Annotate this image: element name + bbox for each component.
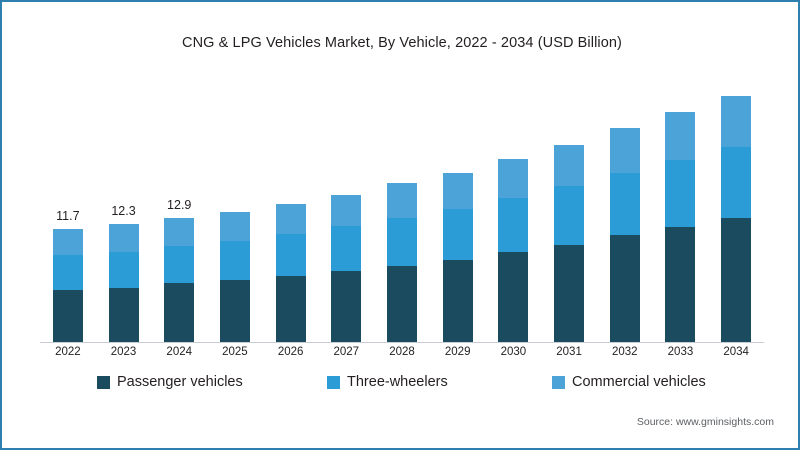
bar-segment[interactable]	[275, 234, 306, 276]
x-tick-label: 2031	[556, 346, 582, 358]
source-note: Source: www.gminsights.com	[636, 416, 774, 428]
bar-segment[interactable]	[108, 251, 139, 289]
bar-segment[interactable]	[442, 172, 473, 210]
bar-segment[interactable]	[609, 172, 640, 236]
bar-group[interactable]	[609, 128, 640, 342]
bar-segment[interactable]	[52, 290, 83, 342]
bar-segment[interactable]	[498, 252, 529, 342]
x-tick-label: 2033	[667, 346, 694, 358]
x-tick-label: 2026	[277, 346, 304, 358]
x-tick-label: 2023	[110, 346, 137, 358]
bar-group[interactable]	[387, 183, 417, 342]
bar-segment[interactable]	[52, 255, 83, 290]
bar-segment[interactable]	[387, 217, 417, 266]
legend-label: Passenger vehicles	[117, 374, 243, 390]
x-axis-tick-labels: 2022 2023 2024 2025 2026 2027 2028 2029 2030 2031…	[40, 346, 764, 366]
legend-label: Three-wheelers	[347, 374, 448, 390]
bar-group[interactable]	[665, 111, 696, 342]
chart-legend: Passenger vehicles Three-wheelers Commerci…	[62, 374, 752, 398]
chart-title: CNG & LPG Vehicles Market, By Vehicle, 2…	[182, 35, 622, 51]
bar-segment[interactable]	[219, 212, 250, 241]
bar-group[interactable]	[275, 204, 306, 342]
bar-segment[interactable]	[164, 283, 195, 342]
x-tick-label: 2030	[500, 346, 527, 358]
bar-value-label: 12.3	[111, 203, 136, 218]
bar-group[interactable]	[331, 194, 362, 342]
x-tick-label: 2027	[333, 346, 360, 358]
bar-segment[interactable]	[387, 265, 417, 342]
bar-segment[interactable]	[164, 245, 195, 284]
bar-segment[interactable]	[164, 217, 195, 246]
x-axis-line	[40, 342, 764, 343]
x-tick-label: 2022	[55, 346, 81, 358]
bar-segment[interactable]	[554, 186, 585, 245]
bar-segment[interactable]	[665, 111, 696, 161]
bar-segment[interactable]	[554, 144, 585, 187]
bar-group[interactable]	[219, 212, 250, 342]
bar-segment[interactable]	[52, 229, 83, 256]
bar-segment[interactable]	[387, 183, 417, 218]
bar-segment[interactable]	[665, 227, 696, 342]
bar-segment[interactable]	[721, 146, 752, 218]
bar-segment[interactable]	[609, 235, 640, 342]
x-tick-label: 2029	[444, 346, 471, 358]
bar-segment[interactable]	[721, 95, 752, 147]
bar-segment[interactable]	[108, 288, 139, 342]
x-tick-label: 2034	[723, 346, 749, 358]
x-tick-label: 2028	[389, 346, 415, 358]
bar-segment[interactable]	[219, 240, 250, 281]
bar-segment[interactable]	[331, 226, 362, 271]
x-tick-label: 2032	[611, 346, 638, 358]
legend-swatch-icon	[97, 375, 110, 389]
bar-segment[interactable]	[331, 270, 362, 342]
bar-group[interactable]	[554, 144, 585, 342]
bar-segment[interactable]	[442, 209, 473, 261]
bar-segment[interactable]	[609, 128, 640, 173]
bar-group[interactable]: 12.3	[108, 204, 139, 342]
bar-segment[interactable]	[219, 280, 250, 342]
legend-item[interactable]: Three-wheelers	[327, 374, 448, 390]
bar-group[interactable]: 12.9	[164, 198, 195, 342]
bar-segment[interactable]	[554, 244, 585, 342]
bar-value-label: 11.7	[56, 209, 80, 224]
bar-segment[interactable]	[108, 223, 139, 252]
bar-segment[interactable]	[275, 275, 306, 342]
plot-area: 11.7 12.3 12.9	[40, 82, 764, 342]
legend-label: Commercial vehicles	[572, 374, 706, 390]
bar-group[interactable]	[442, 172, 473, 342]
bar-segment[interactable]	[275, 204, 306, 235]
bar-segment[interactable]	[665, 160, 696, 228]
bar-group[interactable]	[721, 95, 752, 342]
legend-swatch-icon	[327, 375, 340, 389]
bar-segment[interactable]	[442, 260, 473, 342]
legend-item[interactable]: Commercial vehicles	[552, 374, 706, 390]
bar-segment[interactable]	[498, 197, 529, 253]
x-tick-label: 2024	[166, 346, 193, 358]
bar-group[interactable]: 11.7	[52, 209, 83, 342]
legend-swatch-icon	[552, 375, 565, 389]
bar-group[interactable]	[498, 159, 529, 342]
bar-segment[interactable]	[721, 217, 752, 342]
bar-segment[interactable]	[331, 194, 362, 227]
legend-item[interactable]: Passenger vehicles	[97, 374, 243, 390]
bar-value-label: 12.9	[167, 197, 192, 212]
x-tick-label: 2025	[222, 346, 248, 358]
bar-segment[interactable]	[498, 159, 529, 198]
